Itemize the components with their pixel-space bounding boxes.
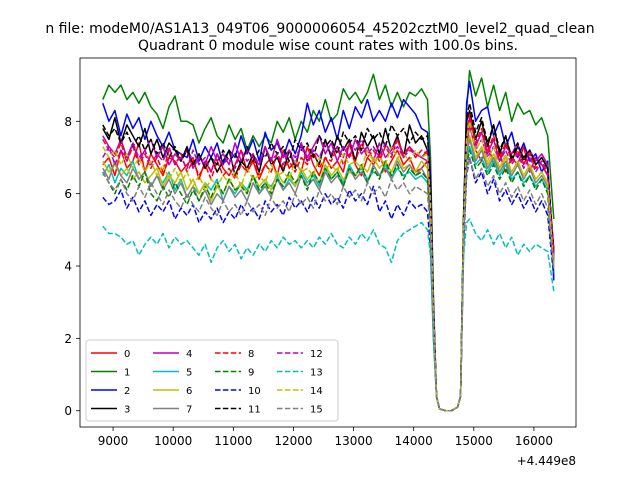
legend-label-9: 9: [248, 368, 254, 379]
x-tick-label: 10000: [154, 434, 192, 448]
legend-label-14: 14: [310, 386, 323, 397]
legend-label-12: 12: [310, 349, 323, 360]
x-tick-label: 13000: [334, 434, 372, 448]
legend-label-1: 1: [124, 368, 130, 379]
x-axis-offset-label: +4.449e8: [517, 454, 576, 468]
legend-box: [85, 339, 339, 422]
series-line-14: [102, 120, 555, 412]
series-line-13: [102, 218, 555, 412]
series-line-10: [102, 156, 555, 412]
series-line-11: [102, 102, 555, 412]
legend-label-6: 6: [186, 386, 192, 397]
x-tick-label: 16000: [515, 434, 553, 448]
y-tick-label: 0: [64, 404, 72, 418]
series-line-2: [102, 80, 555, 412]
y-tick-label: 4: [64, 260, 72, 274]
x-tick-label: 14000: [395, 434, 433, 448]
legend-label-15: 15: [310, 405, 323, 416]
legend-label-4: 4: [186, 349, 192, 360]
chart-title: Quadrant 0 module wise count rates with …: [138, 38, 518, 54]
figure-suptitle: n file: modeM0/AS1A13_049T06_9000006054_…: [45, 21, 594, 37]
legend-label-3: 3: [124, 405, 130, 416]
y-tick-label: 2: [64, 332, 72, 346]
x-axis: 9000 10000 11000 12000 13000 14000 15000 16000: [98, 427, 553, 448]
series-line-8: [102, 113, 555, 412]
y-tick-label: 6: [64, 187, 72, 201]
series-layer: [102, 69, 555, 412]
x-tick-label: 12000: [274, 434, 312, 448]
series-line-1: [102, 69, 555, 412]
legend-label-13: 13: [310, 368, 323, 379]
legend-label-2: 2: [124, 386, 130, 397]
y-axis: 0 2 4 6 8: [64, 115, 80, 418]
legend-label-8: 8: [248, 349, 254, 360]
x-tick-label: 15000: [455, 434, 493, 448]
legend-label-0: 0: [124, 349, 130, 360]
x-tick-label: 9000: [98, 434, 129, 448]
legend-label-7: 7: [186, 405, 192, 416]
legend-label-10: 10: [248, 386, 261, 397]
series-line-15: [102, 156, 555, 412]
series-line-9: [102, 149, 555, 412]
legend-label-11: 11: [248, 405, 261, 416]
series-line-6: [102, 135, 555, 412]
x-tick-label: 11000: [214, 434, 252, 448]
legend-label-5: 5: [186, 368, 192, 379]
y-tick-label: 8: [64, 115, 72, 129]
